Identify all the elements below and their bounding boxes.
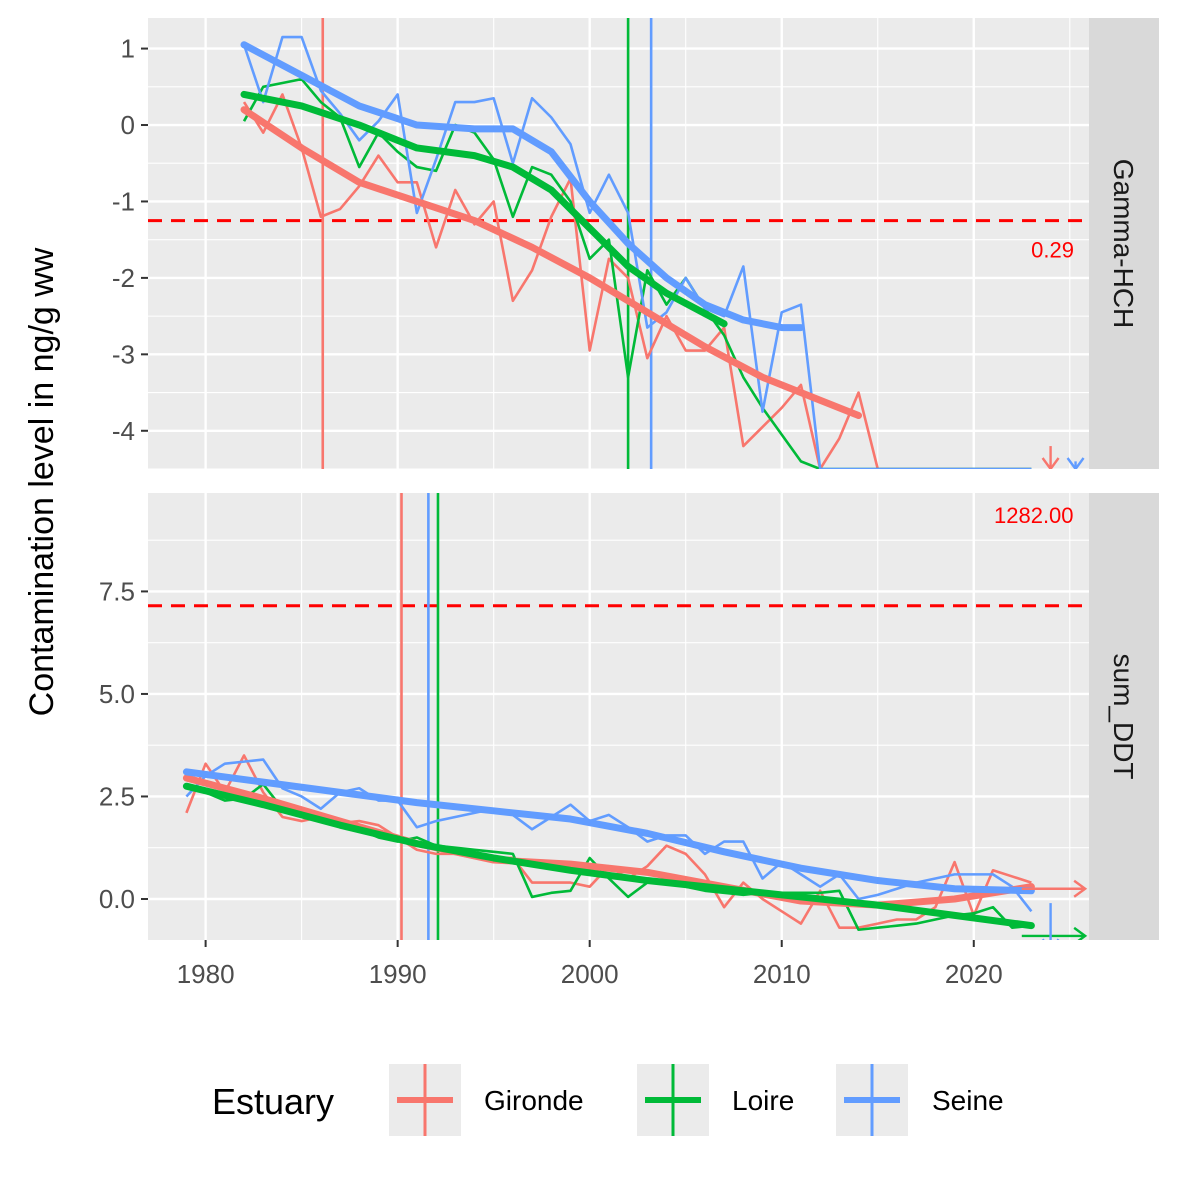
- x-tick-label: 2020: [945, 959, 1003, 989]
- panel-gamma-hch: 1 0 -1 -2 -3 -4 0.29 Gamma-HCH: [112, 18, 1159, 470]
- facet-strip-label: sum_DDT: [1108, 653, 1139, 779]
- arrow-head: [1041, 938, 1060, 940]
- arrow-head: [1066, 457, 1085, 469]
- arrow-seine: [1041, 903, 1060, 940]
- arrow-gironde: [1041, 446, 1060, 469]
- panel-sum-ddt: 7.5 5.0 2.5 0.0 1282.00 sum_DDT 1980 1990 2000 20…: [99, 493, 1159, 989]
- threshold-value-label: 0.29: [1031, 238, 1074, 263]
- legend-label-seine: Seine: [932, 1085, 1004, 1116]
- panel-background: [148, 493, 1089, 940]
- legend-item-loire: Loire: [637, 1064, 794, 1136]
- panel-plot-area: 1282.00: [148, 493, 1089, 940]
- y-tick-label: 7.5: [99, 576, 135, 606]
- panel-background: [148, 18, 1089, 469]
- arrow-head: [1073, 926, 1088, 940]
- x-tick-label: 2000: [561, 959, 619, 989]
- legend-label-gironde: Gironde: [484, 1085, 584, 1116]
- legend-title: Estuary: [212, 1081, 334, 1122]
- facet-strip: [1089, 18, 1159, 469]
- legend: Estuary Gironde Loire Seine: [212, 1064, 1004, 1136]
- series-line-seine: [185, 758, 1033, 913]
- x-tick-label: 1990: [369, 959, 427, 989]
- y-tick-label: -1: [112, 186, 135, 216]
- y-tick-label: 1: [121, 34, 135, 64]
- y-tick-label: -3: [112, 339, 135, 369]
- trend-line-gironde: [240, 106, 863, 419]
- facet-strip: [1089, 493, 1159, 940]
- panel-plot-area: 0.29: [148, 18, 1089, 469]
- legend-item-gironde: Gironde: [389, 1064, 584, 1136]
- y-axis-title: Contamination level in ng/g ww: [23, 247, 61, 716]
- trend-line-seine: [240, 41, 805, 332]
- y-tick-label: -4: [112, 416, 135, 446]
- arrow-loire: [1021, 926, 1088, 940]
- arrow-head: [1073, 879, 1088, 898]
- trend-line-loire: [240, 90, 728, 328]
- panels: 1 0 -1 -2 -3 -4 0.29 Gamma-HCH 7.5 5.0 2.5 0.0 1282.…: [99, 18, 1159, 989]
- arrow-gironde: [1021, 879, 1088, 898]
- y-tick-label: -2: [112, 263, 135, 293]
- y-tick-label: 5.0: [99, 679, 135, 709]
- x-tick-label: 2010: [753, 959, 811, 989]
- y-tick-label: 0.0: [99, 884, 135, 914]
- facet-strip-label: Gamma-HCH: [1108, 159, 1139, 329]
- arrow-head: [1041, 457, 1060, 469]
- legend-label-loire: Loire: [732, 1085, 794, 1116]
- x-tick-label: 1980: [177, 959, 235, 989]
- y-tick-label: 0: [121, 110, 135, 140]
- series-line-loire: [242, 77, 1032, 469]
- y-tick-label: 2.5: [99, 781, 135, 811]
- trend-line-seine: [182, 768, 1035, 895]
- trend-line-loire: [182, 782, 1035, 930]
- threshold-value-label: 1282.00: [994, 503, 1074, 528]
- legend-item-seine: Seine: [836, 1064, 1004, 1136]
- arrow-seine: [1066, 457, 1085, 469]
